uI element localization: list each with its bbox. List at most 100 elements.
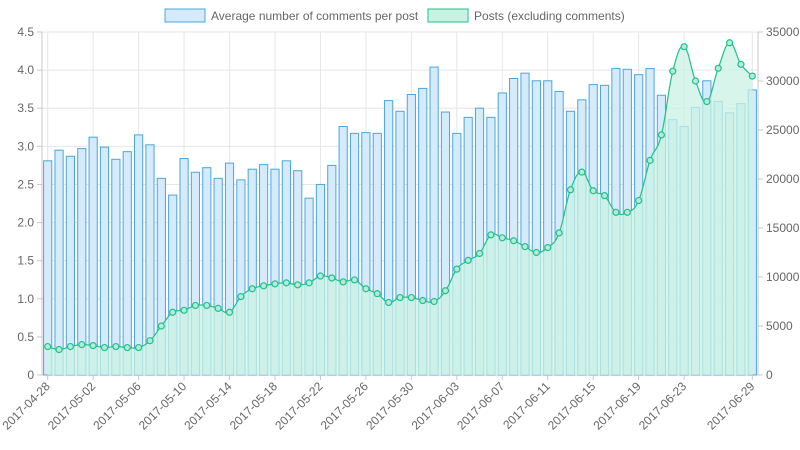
posts-point-2017-05-20[interactable] xyxy=(294,281,302,289)
posts-point-2017-05-19[interactable] xyxy=(282,279,290,287)
posts-point-2017-05-12[interactable] xyxy=(203,301,211,310)
posts-point-2017-05-21[interactable] xyxy=(305,279,313,287)
y-right-tick-label: 30000 xyxy=(766,74,800,88)
x-tick-label: 2017-06-07 xyxy=(454,379,508,433)
posts-point-2017-06-21[interactable] xyxy=(657,131,665,139)
x-tick-label: 2017-05-30 xyxy=(363,379,417,433)
posts-point-2017-06-11[interactable] xyxy=(544,244,552,252)
x-tick-label: 2017-05-22 xyxy=(272,379,326,433)
posts-point-2017-05-03[interactable] xyxy=(100,343,109,352)
x-tick-label: 2017-05-18 xyxy=(227,379,281,433)
posts-point-2017-05-01[interactable] xyxy=(78,341,86,349)
posts-point-2017-06-20[interactable] xyxy=(646,156,654,164)
posts-point-2017-05-06[interactable] xyxy=(135,343,143,352)
posts-point-2017-06-05[interactable] xyxy=(475,249,484,258)
posts-point-2017-05-30[interactable] xyxy=(407,293,415,302)
posts-point-2017-06-26[interactable] xyxy=(714,64,722,72)
posts-point-2017-06-27[interactable] xyxy=(725,39,734,47)
legend[interactable]: Average number of comments per post Post… xyxy=(164,8,625,23)
posts-point-2017-05-28[interactable] xyxy=(385,298,393,307)
posts-point-2017-05-27[interactable] xyxy=(373,290,381,298)
posts-point-2017-04-30[interactable] xyxy=(66,342,75,351)
y-left-tick-label: 4.0 xyxy=(17,63,34,77)
bar-2017-05-04[interactable] xyxy=(111,158,121,376)
posts-point-2017-04-29[interactable] xyxy=(55,345,63,354)
y-left-tick-label: 2.0 xyxy=(17,216,34,230)
bar-2017-05-06[interactable] xyxy=(134,134,144,376)
bar-2017-05-02[interactable] xyxy=(88,136,98,376)
posts-point-2017-05-18[interactable] xyxy=(271,280,279,288)
posts-point-2017-06-09[interactable] xyxy=(521,243,529,251)
y-left-tick-label: 3.5 xyxy=(17,101,34,115)
x-tick-label: 2017-06-03 xyxy=(409,379,463,433)
x-tick-label: 2017-05-06 xyxy=(90,379,144,433)
posts-point-2017-05-13[interactable] xyxy=(214,304,222,312)
legend-label-posts[interactable]: Posts (excluding comments) xyxy=(474,9,625,23)
posts-point-2017-06-25[interactable] xyxy=(703,97,711,106)
x-tick-label: 2017-04-28 xyxy=(0,379,53,433)
bar-2017-05-05[interactable] xyxy=(122,151,132,376)
posts-point-2017-06-01[interactable] xyxy=(430,297,438,306)
posts-point-2017-05-23[interactable] xyxy=(328,274,336,282)
posts-point-2017-05-25[interactable] xyxy=(350,276,359,284)
posts-point-2017-05-17[interactable] xyxy=(260,282,268,290)
posts-point-2017-06-14[interactable] xyxy=(578,168,586,176)
posts-point-2017-06-07[interactable] xyxy=(498,234,506,242)
posts-point-2017-06-23[interactable] xyxy=(680,43,688,51)
posts-point-2017-05-05[interactable] xyxy=(123,343,131,352)
posts-point-2017-06-06[interactable] xyxy=(487,231,495,239)
x-tick-label: 2017-05-26 xyxy=(318,379,372,433)
posts-point-2017-05-29[interactable] xyxy=(396,293,404,302)
posts-point-2017-05-22[interactable] xyxy=(316,272,325,280)
bar-2017-04-28[interactable] xyxy=(43,160,53,376)
bar-2017-04-29[interactable] xyxy=(54,149,64,376)
posts-point-2017-05-24[interactable] xyxy=(339,278,347,286)
posts-point-2017-06-04[interactable] xyxy=(464,256,472,264)
posts-point-2017-06-17[interactable] xyxy=(612,208,620,216)
legend-swatch-posts[interactable] xyxy=(427,8,469,23)
y-left-tick-label: 4.5 xyxy=(17,25,34,39)
legend-swatch-comments[interactable] xyxy=(164,8,206,23)
posts-point-2017-06-16[interactable] xyxy=(600,192,609,200)
posts-point-2017-06-03[interactable] xyxy=(453,265,461,273)
posts-point-2017-05-11[interactable] xyxy=(191,301,200,310)
posts-point-2017-05-08[interactable] xyxy=(157,322,165,330)
y-left-tick-label: 2.5 xyxy=(17,177,34,191)
area-series xyxy=(44,39,756,375)
posts-point-2017-05-26[interactable] xyxy=(362,285,370,293)
posts-point-2017-05-31[interactable] xyxy=(419,296,427,305)
posts-point-2017-06-08[interactable] xyxy=(510,237,518,245)
posts-point-2017-05-14[interactable] xyxy=(225,308,234,316)
bar-2017-05-03[interactable] xyxy=(99,146,110,376)
posts-point-2017-06-13[interactable] xyxy=(566,186,575,194)
posts-point-2017-04-28[interactable] xyxy=(44,342,52,351)
legend-label-comments[interactable]: Average number of comments per post xyxy=(211,9,419,23)
x-tick-label: 2017-05-14 xyxy=(181,379,235,433)
posts-point-2017-06-12[interactable] xyxy=(555,229,563,237)
posts-point-2017-06-24[interactable] xyxy=(691,77,700,85)
x-tick-label: 2017-05-10 xyxy=(136,379,190,433)
y-left-tick-label: 0.5 xyxy=(17,330,34,344)
x-tick-label: 2017-05-02 xyxy=(45,379,99,433)
posts-point-2017-05-04[interactable] xyxy=(112,342,120,351)
posts-point-2017-06-10[interactable] xyxy=(532,248,540,257)
posts-point-2017-05-10[interactable] xyxy=(180,306,188,314)
bar-2017-04-30[interactable] xyxy=(65,155,76,376)
posts-point-2017-06-22[interactable] xyxy=(669,67,677,75)
y-left-tick-label: 1.5 xyxy=(17,254,34,268)
posts-point-2017-05-02[interactable] xyxy=(89,342,97,350)
posts-point-2017-06-28[interactable] xyxy=(737,60,745,68)
x-tick-label: 2017-06-29 xyxy=(704,379,758,433)
y-left-tick-label: 3.0 xyxy=(17,139,34,153)
posts-point-2017-05-09[interactable] xyxy=(169,308,177,316)
posts-point-2017-05-16[interactable] xyxy=(248,285,256,293)
posts-point-2017-06-19[interactable] xyxy=(635,196,643,205)
posts-point-2017-06-29[interactable] xyxy=(748,72,756,80)
posts-point-2017-05-15[interactable] xyxy=(237,293,245,301)
posts-point-2017-06-15[interactable] xyxy=(589,187,597,195)
posts-point-2017-06-02[interactable] xyxy=(441,287,450,295)
posts-point-2017-05-07[interactable] xyxy=(146,337,154,345)
y-right-tick-label: 5000 xyxy=(766,319,793,333)
posts-point-2017-06-18[interactable] xyxy=(623,208,631,216)
